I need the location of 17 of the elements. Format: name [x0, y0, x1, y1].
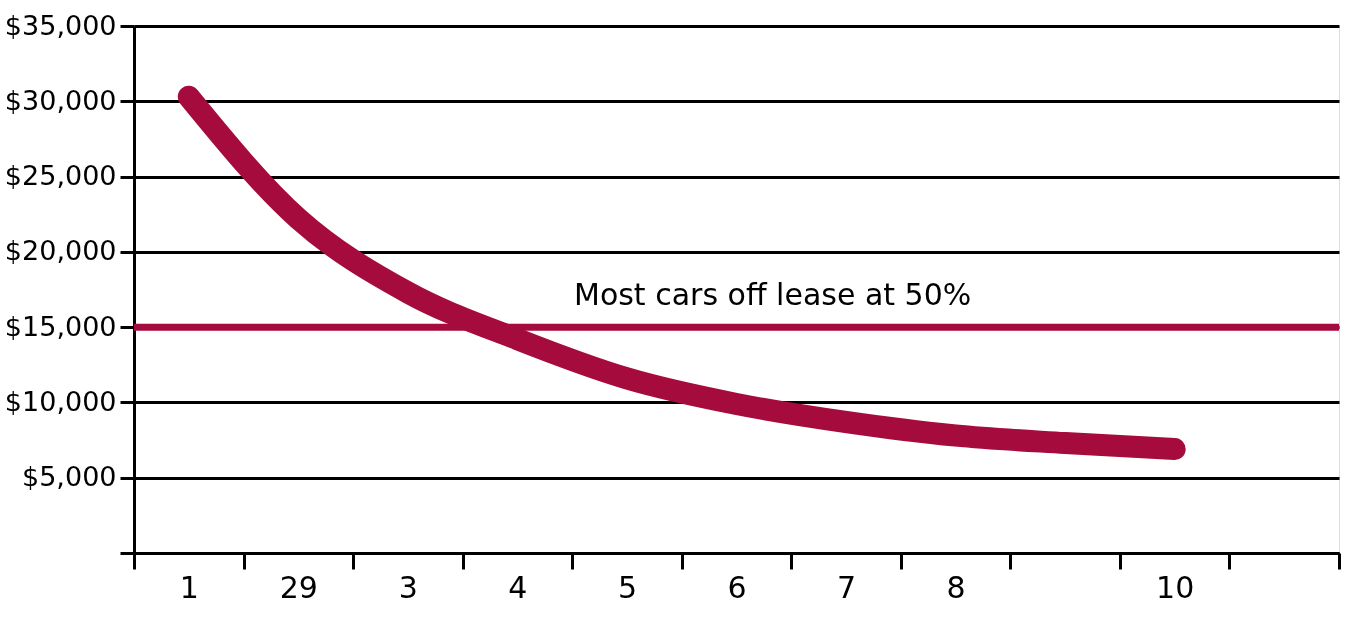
x-tick-label: 5	[617, 569, 637, 605]
x-tick-label: 7	[837, 569, 857, 605]
y-tick-label: $10,000	[4, 385, 117, 417]
y-tick-label: $30,000	[4, 84, 117, 116]
y-tick-label: $15,000	[4, 310, 117, 342]
x-tick-label: 6	[727, 569, 747, 605]
x-tick-label: 4	[508, 569, 528, 605]
y-tick-label: $5,000	[22, 461, 117, 493]
x-tick-label: 10	[1156, 569, 1195, 605]
annotation: Most cars off lease at 50%	[574, 277, 972, 312]
x-tick-label: 3	[398, 569, 418, 605]
x-tick-label: 1	[179, 569, 199, 605]
y-tick-label: $25,000	[4, 160, 117, 192]
x-tick-label: 29	[279, 569, 318, 605]
y-tick-label: $35,000	[4, 9, 117, 41]
x-tick-label: 8	[946, 569, 966, 605]
y-tick-label: $20,000	[4, 235, 117, 267]
